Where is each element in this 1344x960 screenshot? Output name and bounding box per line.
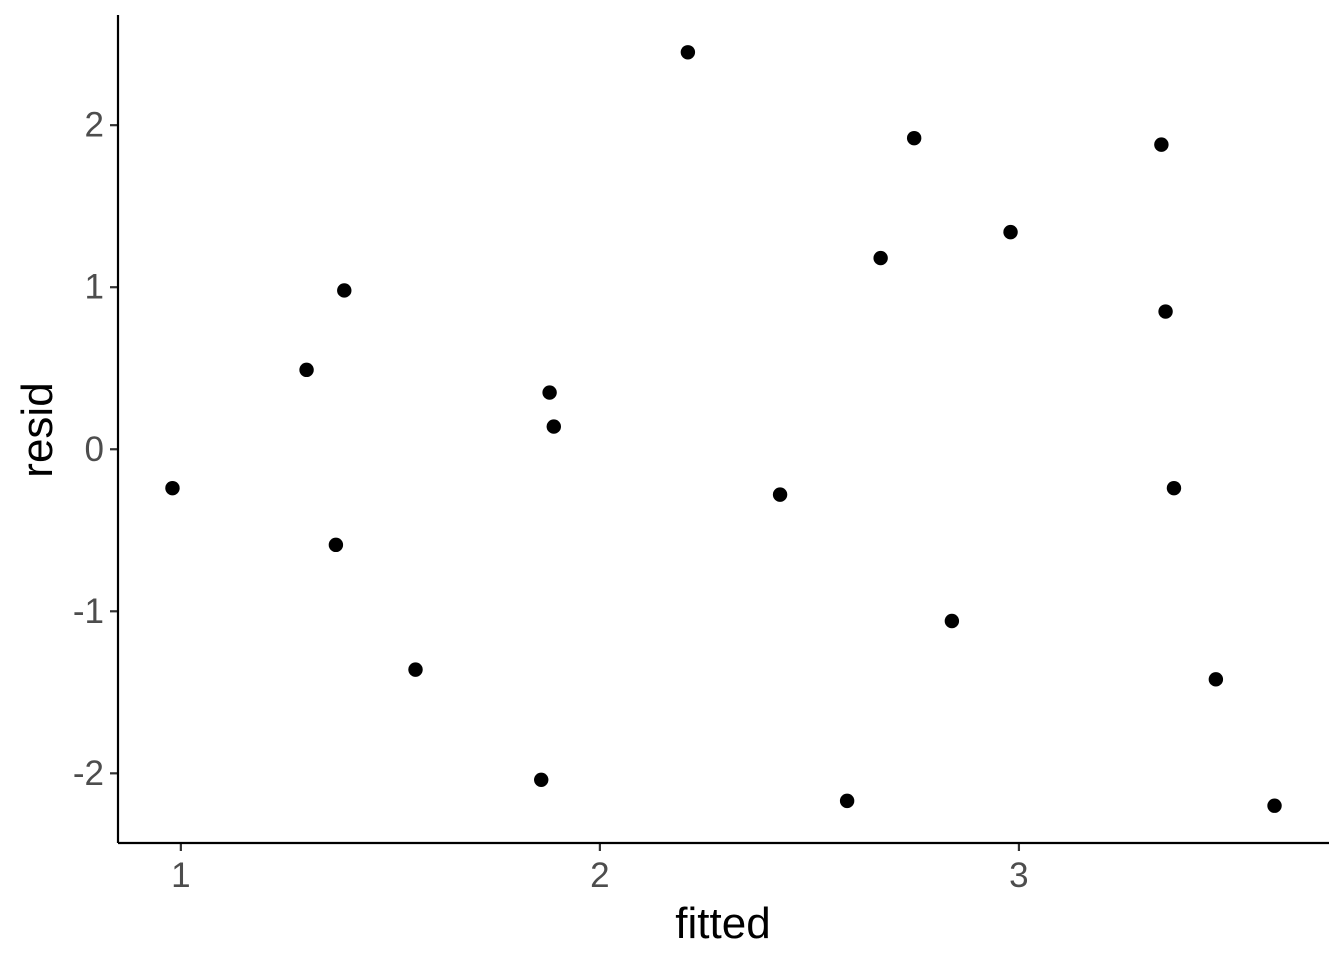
x-tick-label: 2	[590, 856, 609, 895]
data-point	[1166, 480, 1182, 496]
data-point	[1208, 672, 1224, 687]
x-axis-ticks: 1 2 3	[171, 843, 1029, 895]
data-point	[542, 385, 557, 400]
data-point	[1158, 304, 1173, 319]
x-tick-label: 1	[171, 856, 190, 895]
y-tick-label: -1	[73, 592, 104, 631]
y-axis-title: resid	[13, 382, 62, 477]
data-point	[328, 537, 344, 553]
data-point	[1003, 224, 1018, 240]
data-point	[906, 130, 922, 146]
x-axis-title: fitted	[675, 899, 770, 948]
data-point	[944, 613, 960, 629]
x-tick-label: 3	[1009, 856, 1028, 895]
y-tick-label: 1	[85, 268, 104, 307]
y-tick-label: 0	[85, 430, 104, 469]
data-point	[1154, 137, 1169, 152]
data-point	[546, 419, 561, 434]
data-point	[680, 45, 696, 60]
y-tick-label: 2	[85, 106, 104, 145]
y-tick-label: -2	[73, 754, 104, 793]
data-point	[299, 362, 314, 378]
data-point	[408, 662, 423, 677]
data-point	[1267, 798, 1282, 813]
data-point	[839, 793, 855, 809]
data-point	[772, 487, 788, 502]
data-point	[165, 480, 180, 496]
data-points	[165, 45, 1282, 813]
data-point	[873, 250, 888, 266]
y-axis-ticks: -2 -1 0 1 2	[73, 106, 118, 793]
data-point	[337, 283, 352, 298]
data-point	[534, 772, 549, 788]
